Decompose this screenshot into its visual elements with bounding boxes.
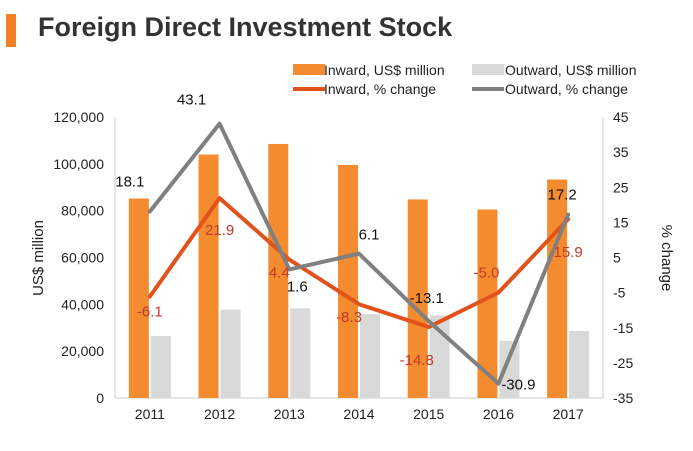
chart-title: Foreign Direct Investment Stock [38,12,453,42]
y-axis-ticks: 0 20,000 40,000 60,000 80,000 100,000 120,000 [53,109,104,406]
outward-pct-label: -30.9 [501,377,535,394]
inward-bar [547,179,568,398]
outward-pct-label: 43.1 [177,92,206,109]
outward-pct-label: -13.1 [410,290,444,307]
y2-tick-label: 25 [613,179,629,195]
outward-bar [220,309,241,398]
y-tick-label: 40,000 [61,296,104,312]
inward-bar [477,209,498,398]
outward-pct-label: 18.1 [115,173,144,190]
inward-bar [268,143,289,398]
x-tick-label: 2013 [274,406,305,422]
y2-tick-label: -35 [613,390,633,406]
inward-pct-label: 15.9 [554,244,583,261]
outward-bar [569,331,590,398]
outward-bar [360,314,380,398]
y2-tick-label: 35 [613,144,629,160]
inward-pct-label: -6.1 [137,303,163,320]
outward-pct-label: 17.2 [548,187,577,204]
bars [128,143,590,398]
y2-tick-label: -15 [613,320,633,336]
title-accent-bar [6,14,16,47]
inward-pct-label: -8.3 [336,309,362,326]
y2-axis-ticks: -35 -25 -15 -5 5 15 25 35 45 [613,109,633,406]
inward-bar [198,154,219,398]
outward-pct-label: 1.6 [287,278,308,295]
data-labels: -6.1 21.9 4.4 -8.3 -14.8 -5.0 15.9 18.1 43.1 1.6 6… [115,92,582,394]
x-tick-label: 2014 [343,406,374,422]
legend-label-inward-bar: Inward, US$ million [324,62,445,78]
y-tick-label: 100,000 [53,156,104,172]
inward-pct-label: -14.8 [400,352,434,369]
legend-swatch-inward-bar [293,64,325,75]
y-tick-label: 80,000 [61,203,104,219]
x-tick-label: 2015 [413,406,444,422]
y2-tick-label: 45 [613,109,629,125]
y2-tick-label: 5 [613,250,621,266]
x-tick-label: 2016 [483,406,514,422]
y2-tick-label: -5 [613,285,626,301]
inward-pct-label: -5.0 [473,265,499,282]
inward-pct-label: 21.9 [205,222,234,239]
legend: Inward, US$ million Outward, US$ million… [293,62,637,97]
inward-bar [128,198,149,398]
x-axis-ticks: 2011 2012 2013 2014 2015 2016 2017 [135,406,584,422]
lines [147,121,571,386]
outward-pct-label: 6.1 [359,227,380,244]
y2-tick-label: 15 [613,214,629,230]
outward-pct-line [147,121,571,386]
legend-label-outward-line: Outward, % change [505,81,628,97]
legend-label-inward-line: Inward, % change [324,81,436,97]
inward-bar [407,199,428,398]
inward-pct-line [147,196,571,330]
x-tick-label: 2017 [553,406,584,422]
y2-axis-label: % change [658,225,675,292]
outward-bar [150,335,171,398]
legend-swatch-outward-bar [472,64,504,75]
y-tick-label: 20,000 [61,343,104,359]
y-tick-label: 120,000 [53,109,104,125]
inward-pct-label: 4.4 [269,265,290,282]
outward-bar [290,308,311,398]
y-axis-label: US$ million [30,220,47,296]
inward-bar [338,165,358,398]
y-tick-label: 60,000 [61,250,104,266]
x-tick-label: 2012 [204,406,235,422]
y2-tick-label: -25 [613,355,633,371]
legend-label-outward-bar: Outward, US$ million [505,62,637,78]
x-tick-label: 2011 [135,406,165,422]
outward-bar [499,340,520,398]
y-tick-label: 0 [96,390,104,406]
